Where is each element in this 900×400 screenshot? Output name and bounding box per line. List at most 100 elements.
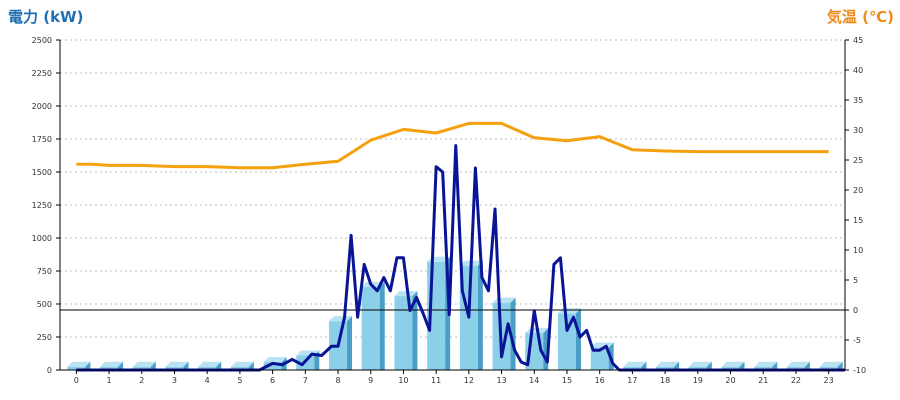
power-bar-side: [85, 361, 91, 370]
power-bar-top: [721, 361, 745, 367]
right-tick-label: 45: [853, 36, 863, 45]
right-tick-label: 20: [853, 186, 863, 195]
left-tick-label: 750: [37, 267, 52, 276]
power-bar-side: [575, 308, 581, 370]
power-bar-top: [329, 316, 353, 322]
left-tick-label: 1750: [32, 135, 52, 144]
x-tick-label: 22: [791, 376, 801, 385]
power-bar: [688, 366, 707, 370]
power-bar: [67, 366, 86, 370]
chart-lines: [60, 121, 845, 372]
axes: 02505007501000125015001750200022502500-1…: [32, 36, 866, 385]
power-bar: [557, 313, 576, 370]
x-tick-label: 15: [562, 376, 572, 385]
right-tick-label: 10: [853, 246, 863, 255]
right-tick-label: -5: [853, 336, 861, 345]
x-tick-label: 19: [693, 376, 703, 385]
x-tick-label: 12: [464, 376, 474, 385]
power-bar-side: [248, 361, 254, 370]
power-bar-side: [379, 281, 385, 370]
power-bar-top: [786, 361, 810, 367]
power-bar-top: [590, 342, 614, 348]
power-bar: [721, 366, 740, 370]
left-axis-title: 電力 (kW): [8, 8, 84, 26]
right-tick-label: 5: [853, 276, 858, 285]
x-tick-label: 7: [303, 376, 308, 385]
x-tick-label: 5: [237, 376, 242, 385]
power-bar: [132, 366, 151, 370]
power-bar-top: [67, 361, 91, 367]
x-tick-label: 4: [205, 376, 210, 385]
power-bar-side: [772, 361, 778, 370]
x-tick-label: 21: [758, 376, 768, 385]
x-tick-label: 0: [74, 376, 79, 385]
power-bar-top: [100, 361, 124, 367]
power-bar-side: [347, 316, 353, 370]
power-bar: [819, 366, 838, 370]
power-bar: [590, 347, 609, 370]
power-line: [76, 144, 845, 372]
x-tick-label: 14: [529, 376, 539, 385]
x-tick-label: 2: [139, 376, 144, 385]
right-axis-title: 気温 (℃): [826, 8, 894, 26]
power-bar-top: [230, 361, 254, 367]
right-tick-label: 40: [853, 66, 863, 75]
power-bar: [230, 366, 249, 370]
power-bar-top: [688, 361, 712, 367]
power-bar-side: [216, 361, 222, 370]
left-tick-label: 2000: [32, 102, 52, 111]
x-tick-label: 8: [335, 376, 340, 385]
x-tick-label: 18: [660, 376, 670, 385]
left-tick-label: 2500: [32, 36, 52, 45]
x-tick-label: 20: [725, 376, 735, 385]
power-bar: [361, 286, 380, 370]
temperature-line: [76, 121, 829, 170]
left-tick-label: 500: [37, 300, 52, 309]
left-tick-label: 2250: [32, 69, 52, 78]
power-bar: [656, 366, 675, 370]
x-tick-label: 9: [368, 376, 373, 385]
x-tick-label: 3: [172, 376, 177, 385]
right-tick-label: 0: [853, 306, 858, 315]
power-bar-side: [118, 361, 124, 370]
power-bars: [67, 256, 843, 370]
left-tick-label: 0: [47, 366, 52, 375]
right-tick-label: 35: [853, 96, 863, 105]
power-bar: [394, 296, 413, 370]
right-tick-label: 25: [853, 156, 863, 165]
power-bar-side: [477, 260, 483, 370]
left-tick-label: 1250: [32, 201, 52, 210]
right-tick-label: 30: [853, 126, 863, 135]
power-bar: [786, 366, 805, 370]
power-bar-top: [198, 361, 222, 367]
x-tick-label: 10: [398, 376, 408, 385]
power-bar-top: [623, 361, 647, 367]
power-bar: [263, 362, 282, 370]
power-bar-top: [656, 361, 680, 367]
power-bar-side: [150, 361, 156, 370]
power-bar-top: [394, 291, 418, 297]
left-tick-label: 1000: [32, 234, 52, 243]
power-bar-side: [739, 361, 745, 370]
power-bar-top: [263, 357, 287, 363]
power-bar: [754, 366, 773, 370]
right-tick-label: -10: [853, 366, 866, 375]
power-bar: [198, 366, 217, 370]
power-bar: [623, 366, 642, 370]
left-tick-label: 1500: [32, 168, 52, 177]
power-bar-top: [819, 361, 843, 367]
grid-lines: [60, 39, 845, 338]
power-bar-side: [641, 361, 647, 370]
power-bar-side: [804, 361, 810, 370]
x-tick-label: 6: [270, 376, 275, 385]
power-bar: [165, 366, 184, 370]
x-tick-label: 23: [824, 376, 834, 385]
power-bar-side: [674, 361, 680, 370]
power-bar-side: [837, 361, 843, 370]
power-bar: [100, 366, 119, 370]
x-tick-label: 1: [107, 376, 112, 385]
power-bar-side: [412, 291, 418, 370]
x-tick-label: 13: [496, 376, 506, 385]
x-tick-label: 17: [627, 376, 637, 385]
